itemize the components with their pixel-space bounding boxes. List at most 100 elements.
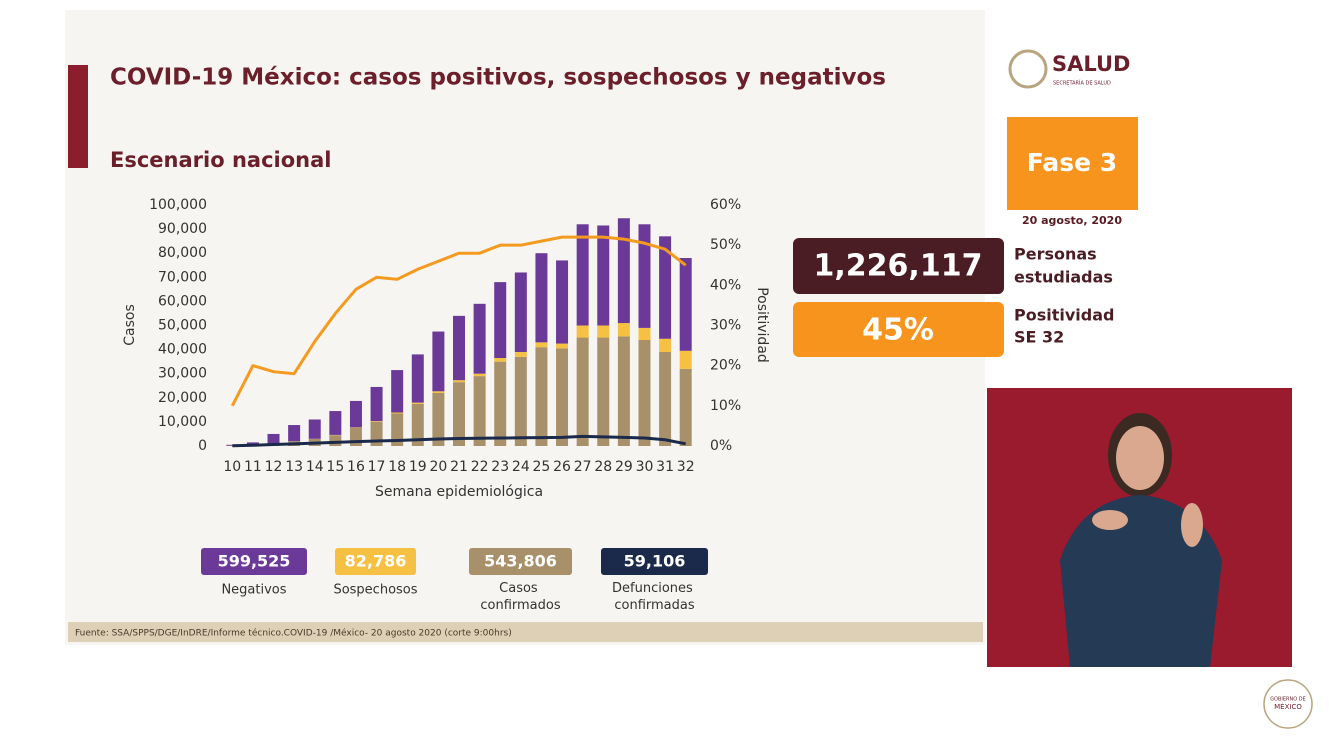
x-tick-label: 26 — [553, 459, 571, 475]
bar-segment — [329, 435, 342, 446]
bar-segment — [638, 224, 651, 328]
y-tick-label: 50,000 — [158, 318, 207, 334]
studied-box — [793, 238, 1004, 294]
bar-segment — [391, 370, 404, 413]
legend-box — [601, 548, 708, 575]
source-bar — [68, 622, 983, 642]
legend-label: Casos confirmados — [480, 581, 560, 613]
bar-segment — [391, 413, 404, 446]
bar-segment — [391, 412, 404, 414]
y-tick-label: 30,000 — [158, 366, 207, 382]
brand-seal — [1263, 679, 1313, 729]
interpreter-body — [1060, 495, 1222, 667]
y2-tick-label: 0% — [710, 438, 732, 454]
bar-segment — [679, 368, 692, 446]
bar-segment — [370, 386, 383, 422]
bar-segment — [638, 327, 651, 340]
bar-segment — [494, 361, 507, 446]
brand-text: GOBIERNO DE — [1270, 697, 1306, 703]
bar-segment — [514, 356, 527, 446]
x-tick-label: 19 — [409, 459, 427, 475]
legend-box — [469, 548, 572, 575]
x-tick-label: 15 — [326, 459, 344, 475]
legend-label: Sospechosos — [333, 583, 417, 598]
y-tick-label: 90,000 — [158, 221, 207, 237]
bar-segment — [411, 354, 424, 403]
positivity-value: 45% — [862, 313, 934, 348]
studied-label: estudiadas — [1014, 268, 1113, 287]
x-tick-label: 31 — [656, 459, 674, 475]
legend-label: Defunciones confirmadas — [612, 581, 697, 613]
x-tick-label: 17 — [368, 459, 386, 475]
interpreter-hand — [1092, 510, 1128, 530]
bar-segment — [514, 272, 527, 353]
bar-segment — [576, 337, 589, 446]
bar-segment — [473, 373, 486, 377]
y-axis-title: Casos — [122, 304, 138, 346]
bar-segment — [659, 338, 672, 353]
bar-segment — [473, 376, 486, 446]
logo-text: SALUD — [1052, 52, 1131, 76]
y2-tick-label: 50% — [710, 237, 741, 253]
x-axis-title: Semana epidemiológica — [375, 484, 543, 500]
bar-segment — [556, 260, 569, 344]
positivity-label: Positividad — [1014, 306, 1114, 325]
bar-segment — [659, 352, 672, 446]
bar-segment — [535, 253, 548, 343]
bar-segment — [308, 419, 321, 439]
x-tick-label: 11 — [244, 459, 262, 475]
bar-segment — [267, 433, 280, 444]
positivity-label: SE 32 — [1014, 328, 1064, 347]
y-tick-label: 80,000 — [158, 245, 207, 261]
x-tick-label: 13 — [285, 459, 303, 475]
bar-segment — [514, 352, 527, 357]
y-tick-label: 0 — [198, 438, 207, 454]
bar-segment — [576, 325, 589, 338]
bar-segment — [556, 348, 569, 446]
phase: Fase 3 — [1027, 148, 1117, 177]
legend-value: 543,806 — [484, 552, 557, 571]
y2-tick-label: 30% — [710, 318, 741, 334]
legend-value: 59,106 — [624, 552, 686, 571]
x-tick-label: 32 — [677, 459, 695, 475]
bar-segment — [494, 358, 507, 362]
legend-label: Negativos — [221, 583, 286, 598]
bar-segment — [679, 350, 692, 369]
legend-box — [335, 548, 416, 575]
y-tick-label: 100,000 — [149, 197, 207, 213]
x-tick-label: 22 — [471, 459, 489, 475]
source: Fuente: SSA/SPPS/DGE/InDRE/Informe técni… — [75, 628, 512, 639]
interpreter-face — [1116, 426, 1164, 490]
logo-seal — [1008, 49, 1048, 89]
logo-subtext: SECRETARÍA DE SALUD — [1053, 80, 1111, 87]
bar-segment — [617, 218, 630, 324]
bar-segment — [679, 258, 692, 351]
bar-segment — [432, 331, 445, 392]
y-tick-label: 60,000 — [158, 293, 207, 309]
x-tick-label: 28 — [594, 459, 612, 475]
x-tick-label: 27 — [574, 459, 592, 475]
bar-segment — [432, 391, 445, 393]
studied-value: 1,226,117 — [814, 249, 983, 284]
y2-tick-label: 60% — [710, 197, 741, 213]
bar-segment — [370, 421, 383, 422]
bar-segment — [617, 323, 630, 337]
bar-segment — [411, 403, 424, 446]
accent-bar — [68, 65, 88, 168]
y-tick-label: 10,000 — [158, 414, 207, 430]
y-tick-label: 70,000 — [158, 269, 207, 285]
bar-segment — [556, 343, 569, 349]
studied-label: Personas — [1014, 245, 1097, 264]
bar-segment — [453, 380, 465, 383]
x-tick-label: 21 — [450, 459, 468, 475]
title: COVID-19 México: casos positivos, sospec… — [110, 65, 886, 91]
bar-segment — [288, 425, 301, 442]
bar-segment — [535, 347, 548, 446]
x-tick-label: 20 — [429, 459, 447, 475]
x-tick-label: 14 — [306, 459, 324, 475]
x-tick-label: 12 — [265, 459, 283, 475]
legend-box — [201, 548, 307, 575]
subtitle: Escenario nacional — [110, 148, 331, 172]
brand-text: MÉXICO — [1274, 702, 1302, 711]
